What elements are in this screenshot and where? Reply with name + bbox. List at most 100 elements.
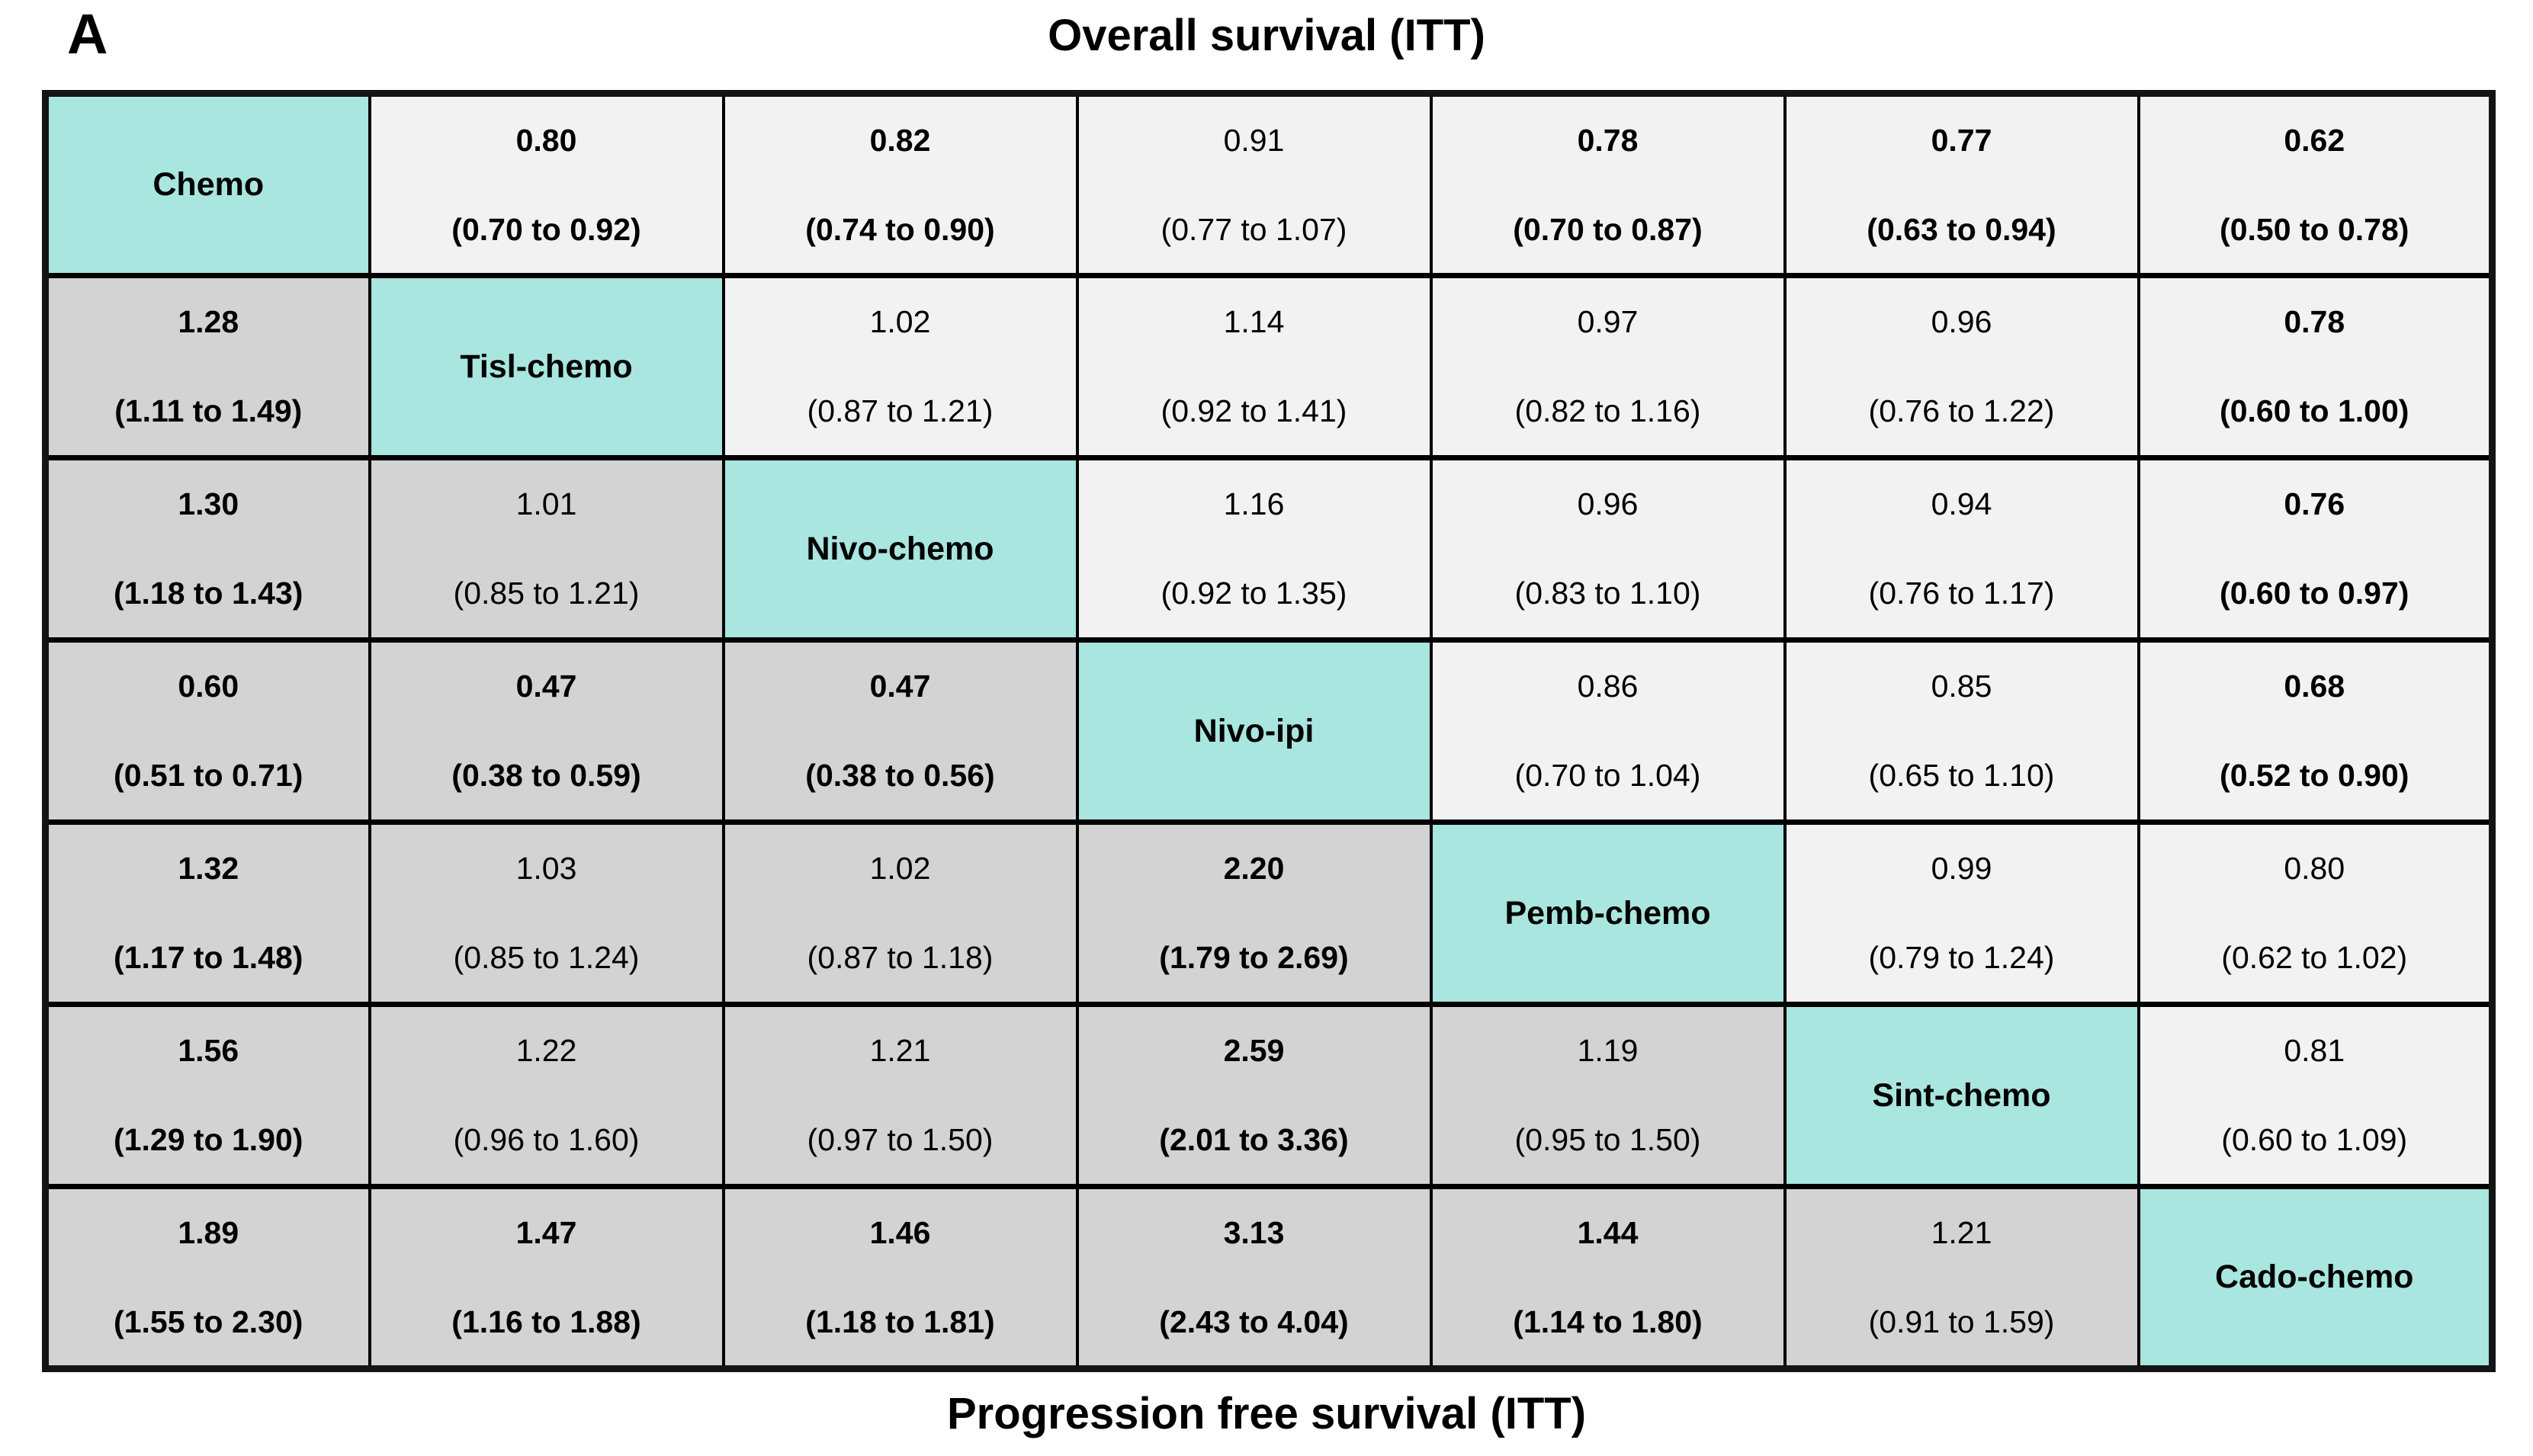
confidence-interval: (1.18 to 1.81) (805, 1304, 995, 1339)
confidence-interval: (0.79 to 1.24) (1868, 940, 2055, 975)
cell-content: 0.78 (0.70 to 0.87) (1433, 97, 1783, 273)
cell-content: 0.47 (0.38 to 0.59) (371, 643, 722, 819)
pfs-hazard-ratio-cell: 0.60 (0.51 to 0.71) (43, 637, 371, 825)
cell-content: 0.96 (0.83 to 1.10) (1433, 460, 1783, 637)
treatment-cell: Cado-chemo (2137, 1184, 2494, 1371)
os-hazard-ratio-cell: 0.94 (0.76 to 1.17) (1783, 455, 2140, 643)
os-hazard-ratio-cell: 0.78 (0.60 to 1.00) (2137, 273, 2494, 460)
table-row: 1.30 (1.18 to 1.43) 1.01 (0.85 to 1.21) Nivo… (43, 455, 2494, 643)
cell-content: 0.81 (0.60 to 1.09) (2140, 1007, 2490, 1184)
confidence-interval: (0.51 to 0.71) (114, 758, 303, 793)
hazard-ratio-value: 0.81 (2284, 1033, 2345, 1068)
treatment-label: Nivo-chemo (806, 530, 994, 567)
cell-content: 3.13 (2.43 to 4.04) (1079, 1189, 1430, 1365)
confidence-interval: (0.85 to 1.24) (453, 940, 640, 975)
os-hazard-ratio-cell: 0.77 (0.63 to 0.94) (1783, 91, 2140, 278)
hazard-ratio-value: 1.47 (515, 1214, 577, 1250)
confidence-interval: (0.50 to 0.78) (2220, 211, 2409, 247)
hazard-ratio-value: 1.21 (869, 1033, 931, 1068)
pfs-hazard-ratio-cell: 1.30 (1.18 to 1.43) (43, 455, 371, 643)
pfs-hazard-ratio-cell: 3.13 (2.43 to 4.04) (1075, 1184, 1433, 1371)
progression-free-survival-title: Progression free survival (ITT) (946, 1389, 1587, 1438)
pfs-hazard-ratio-cell: 2.20 (1.79 to 2.69) (1075, 819, 1433, 1007)
treatment-label: Pemb-chemo (1504, 894, 1711, 932)
pfs-hazard-ratio-cell: 1.21 (0.91 to 1.59) (1783, 1184, 2140, 1371)
cell-content: 1.02 (0.87 to 1.21) (725, 278, 1076, 455)
pfs-hazard-ratio-cell: 1.47 (1.16 to 1.88) (368, 1184, 725, 1371)
cell-content: 0.91 (0.77 to 1.07) (1079, 97, 1430, 273)
confidence-interval: (0.60 to 1.09) (2221, 1122, 2408, 1157)
cell-content: 1.22 (0.96 to 1.60) (371, 1007, 722, 1184)
os-hazard-ratio-cell: 1.02 (0.87 to 1.21) (721, 273, 1079, 460)
hazard-ratio-value: 0.91 (1223, 122, 1285, 158)
confidence-interval: (2.43 to 4.04) (1159, 1304, 1349, 1339)
hazard-ratio-value: 0.99 (1931, 851, 1992, 886)
cell-content: 0.47 (0.38 to 0.56) (725, 643, 1076, 819)
table-row: 1.32 (1.17 to 1.48) 1.03 (0.85 to 1.24) 1.02… (43, 819, 2494, 1007)
cell-content: 0.86 (0.70 to 1.04) (1433, 643, 1783, 819)
pfs-hazard-ratio-cell: 0.47 (0.38 to 0.59) (368, 637, 725, 825)
cell-content: 0.99 (0.79 to 1.24) (1787, 825, 2137, 1002)
hazard-ratio-value: 0.96 (1577, 486, 1639, 521)
pfs-hazard-ratio-cell: 1.03 (0.85 to 1.24) (368, 819, 725, 1007)
hazard-ratio-value: 1.28 (178, 304, 239, 339)
confidence-interval: (0.52 to 0.90) (2220, 758, 2409, 793)
confidence-interval: (0.62 to 1.02) (2221, 940, 2408, 975)
hazard-ratio-value: 1.89 (178, 1214, 239, 1250)
confidence-interval: (0.91 to 1.59) (1868, 1304, 2055, 1339)
treatment-label: Nivo-ipi (1193, 712, 1315, 749)
hazard-ratio-value: 0.85 (1931, 669, 1992, 704)
hazard-ratio-value: 0.82 (869, 122, 931, 158)
table-row: Chemo 0.80 (0.70 to 0.92) 0.82 (0.74 to 0.90… (43, 91, 2494, 278)
cell-content: 1.89 (1.55 to 2.30) (49, 1189, 368, 1365)
hazard-ratio-value: 1.56 (178, 1033, 239, 1068)
confidence-interval: (0.38 to 0.56) (805, 758, 995, 793)
cell-content: 0.76 (0.60 to 0.97) (2140, 460, 2490, 637)
os-hazard-ratio-cell: 0.91 (0.77 to 1.07) (1075, 91, 1433, 278)
figure-header: A Overall survival (ITT) (0, 0, 2533, 90)
confidence-interval: (0.95 to 1.50) (1514, 1122, 1701, 1157)
pfs-hazard-ratio-cell: 1.01 (0.85 to 1.21) (368, 455, 725, 643)
os-hazard-ratio-cell: 0.85 (0.65 to 1.10) (1783, 637, 2140, 825)
confidence-interval: (0.85 to 1.21) (453, 576, 640, 611)
hazard-ratio-value: 0.77 (1931, 122, 1992, 158)
os-hazard-ratio-cell: 0.80 (0.62 to 1.02) (2137, 819, 2494, 1007)
os-hazard-ratio-cell: 0.78 (0.70 to 0.87) (1429, 91, 1787, 278)
overall-survival-title: Overall survival (ITT) (1048, 11, 1485, 60)
cell-content: 0.96 (0.76 to 1.22) (1787, 278, 2137, 455)
hazard-ratio-value: 1.01 (515, 486, 577, 521)
confidence-interval: (0.82 to 1.16) (1514, 393, 1701, 428)
hazard-ratio-value: 1.46 (869, 1214, 931, 1250)
hazard-ratio-value: 1.21 (1931, 1214, 1992, 1250)
hazard-ratio-value: 1.30 (178, 486, 239, 521)
hazard-ratio-value: 3.13 (1223, 1214, 1285, 1250)
cell-content: 0.68 (0.52 to 0.90) (2140, 643, 2490, 819)
treatment-label: Tisl-chemo (460, 348, 633, 385)
pfs-hazard-ratio-cell: 1.89 (1.55 to 2.30) (43, 1184, 371, 1371)
hazard-ratio-value: 0.68 (2284, 669, 2345, 704)
hazard-ratio-value: 1.44 (1577, 1214, 1639, 1250)
hazard-ratio-value: 1.22 (515, 1033, 577, 1068)
cell-content: 1.47 (1.16 to 1.88) (371, 1189, 722, 1365)
os-hazard-ratio-cell: 0.76 (0.60 to 0.97) (2137, 455, 2494, 643)
confidence-interval: (0.60 to 1.00) (2220, 393, 2409, 428)
confidence-interval: (0.92 to 1.41) (1161, 393, 1347, 428)
cell-content: 1.14 (0.92 to 1.41) (1079, 278, 1430, 455)
confidence-interval: (0.76 to 1.17) (1868, 576, 2055, 611)
cell-content: 1.21 (0.97 to 1.50) (725, 1007, 1076, 1184)
confidence-interval: (0.76 to 1.22) (1868, 393, 2055, 428)
cell-content: 1.21 (0.91 to 1.59) (1787, 1189, 2137, 1365)
os-hazard-ratio-cell: 0.96 (0.83 to 1.10) (1429, 455, 1787, 643)
confidence-interval: (1.18 to 1.43) (114, 576, 303, 611)
hazard-ratio-value: 0.60 (178, 669, 239, 704)
hazard-ratio-value: 1.14 (1223, 304, 1285, 339)
cell-content: 0.94 (0.76 to 1.17) (1787, 460, 2137, 637)
confidence-interval: (0.70 to 0.87) (1513, 211, 1703, 247)
confidence-interval: (0.63 to 0.94) (1867, 211, 2056, 247)
pfs-hazard-ratio-cell: 1.44 (1.14 to 1.80) (1429, 1184, 1787, 1371)
treatment-cell: Sint-chemo (1783, 1002, 2140, 1189)
hazard-ratio-value: 0.47 (515, 669, 577, 704)
hazard-ratio-value: 0.97 (1577, 304, 1639, 339)
pfs-hazard-ratio-cell: 1.19 (0.95 to 1.50) (1429, 1002, 1787, 1189)
